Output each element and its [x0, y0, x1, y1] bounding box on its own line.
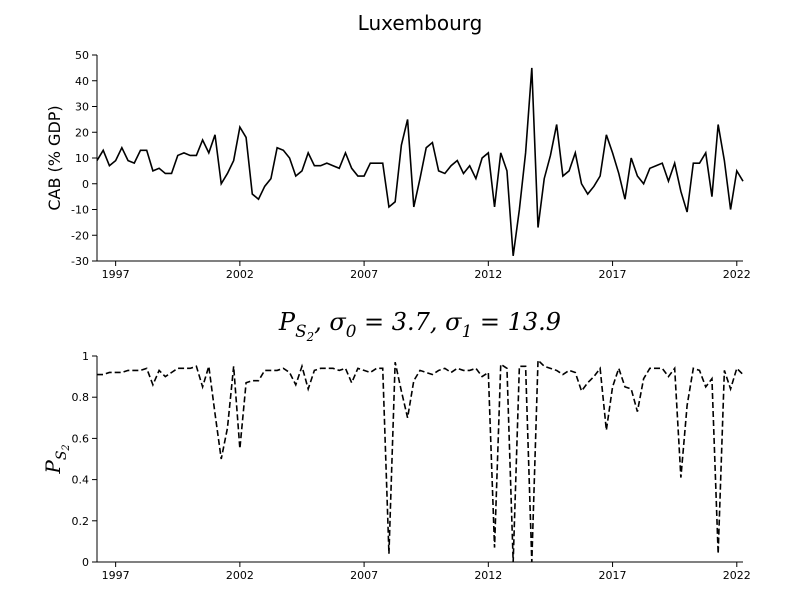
- y-tick-label: 0.6: [72, 432, 90, 445]
- subplot: Luxembourg CAB (% GDP) -30 -20 -10 0 10 20 30 40 5…: [45, 11, 751, 281]
- y-tick-label: 1: [82, 350, 89, 363]
- x-tick-label: 2002: [226, 569, 254, 582]
- x-tick-label: 2007: [350, 569, 378, 582]
- x-tick-label: 2007: [350, 268, 378, 281]
- y-tick-label: 0: [82, 178, 89, 191]
- series-line: [96, 67, 744, 256]
- x-tick-label: 2022: [723, 268, 751, 281]
- y-tick-label: 0.2: [72, 515, 90, 528]
- y-axis-label: CAB (% GDP): [45, 105, 64, 210]
- y-tick-label: 50: [75, 49, 89, 62]
- y-tick-label: 30: [75, 101, 89, 114]
- y-tick-label: 10: [75, 152, 89, 165]
- y-tick-label: 40: [75, 75, 89, 88]
- y-tick-label: -30: [71, 255, 89, 268]
- x-tick-label: 2017: [599, 569, 627, 582]
- subplot: PS2, σ0 = 3.7, σ1 = 13.9 PS2 0 0.2 0.4 0.6 0.8…: [41, 308, 751, 582]
- y-tick-label: -10: [71, 204, 89, 217]
- y-tick-label: 0.4: [72, 474, 90, 487]
- subplot-title: Luxembourg: [358, 11, 483, 35]
- y-tick-label: 0: [82, 556, 89, 569]
- x-tick-label: 1997: [102, 569, 130, 582]
- x-tick-label: 2012: [474, 569, 502, 582]
- subplot-title: PS2, σ0 = 3.7, σ1 = 13.9: [278, 308, 561, 344]
- x-tick-label: 2017: [599, 268, 627, 281]
- x-tick-label: 2022: [723, 569, 751, 582]
- x-tick-label: 2012: [474, 268, 502, 281]
- y-tick-label: 0.8: [72, 391, 90, 404]
- x-tick-label: 1997: [102, 268, 130, 281]
- y-axis-label: PS2: [41, 444, 72, 474]
- x-tick-label: 2002: [226, 268, 254, 281]
- series-line: [97, 358, 744, 563]
- y-tick-label: -20: [71, 229, 89, 242]
- y-tick-label: 20: [75, 126, 89, 139]
